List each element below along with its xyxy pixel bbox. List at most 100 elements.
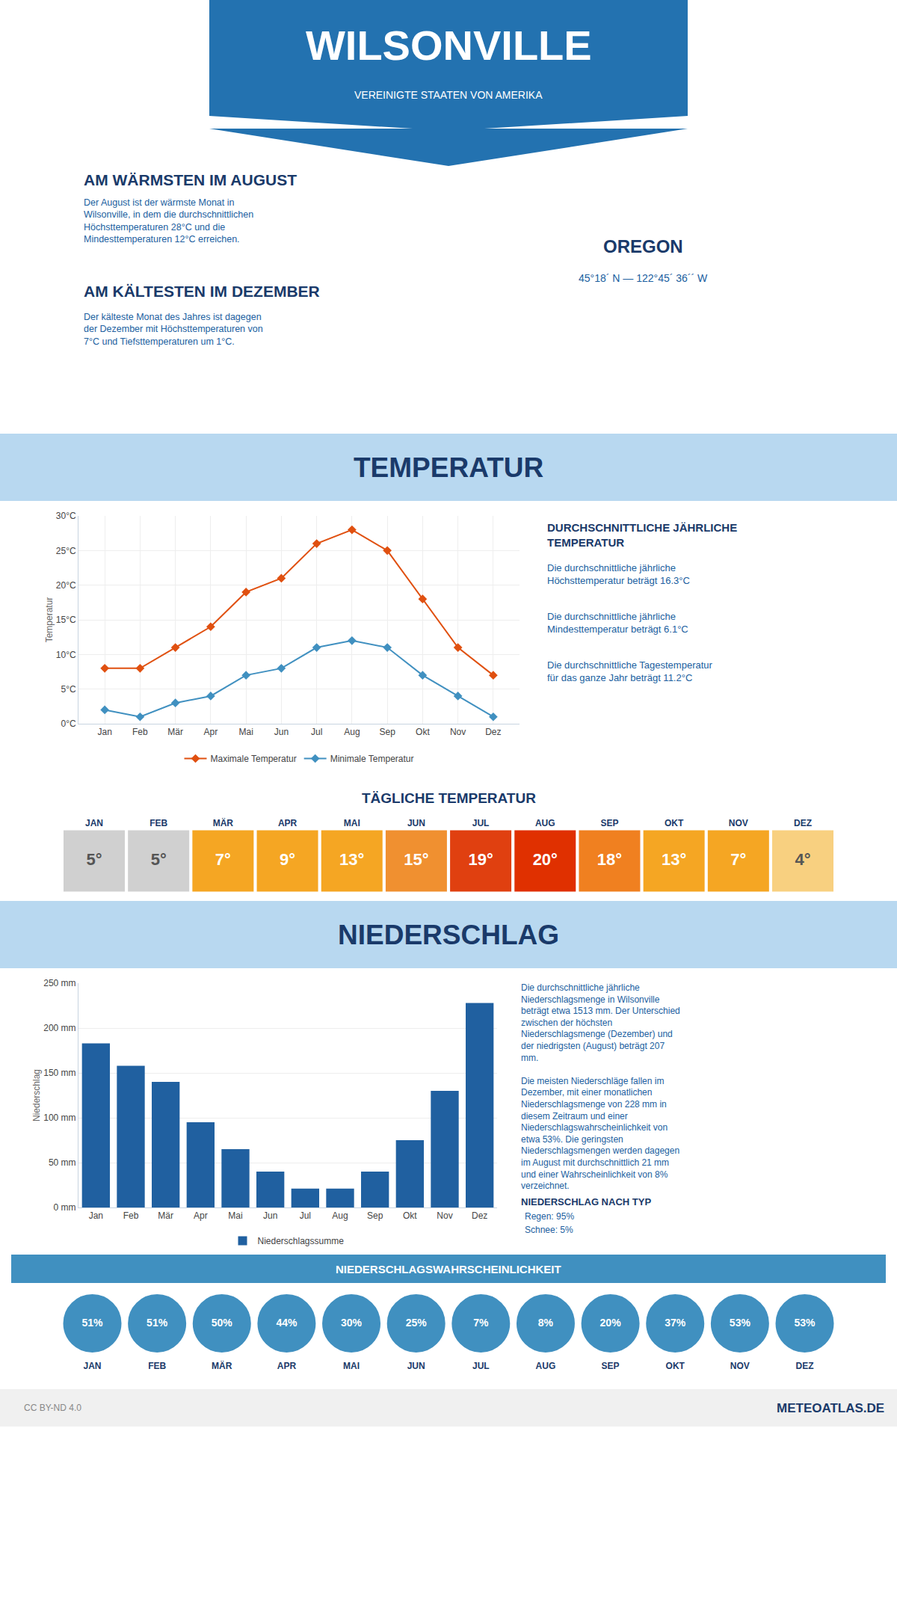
- svg-text:JAN: JAN: [82, 1360, 101, 1371]
- svg-text:Die durchschnittliche jährlich: Die durchschnittliche jährlicheMindestte…: [547, 610, 689, 635]
- svg-text:Die durchschnittliche jährlich: Die durchschnittliche jährlicheHöchsttem…: [547, 562, 690, 587]
- svg-text:51%: 51%: [146, 1316, 169, 1329]
- svg-text:MAI: MAI: [343, 817, 361, 829]
- svg-text:150 mm: 150 mm: [43, 1067, 76, 1078]
- svg-text:50 mm: 50 mm: [48, 1157, 77, 1168]
- svg-text:METEOATLAS.DE: METEOATLAS.DE: [776, 1400, 885, 1416]
- svg-text:NIEDERSCHLAGSWAHRSCHEINLICHKEI: NIEDERSCHLAGSWAHRSCHEINLICHKEIT: [335, 1262, 562, 1276]
- svg-text:NIEDERSCHLAG: NIEDERSCHLAG: [337, 919, 560, 951]
- svg-text:15°: 15°: [403, 849, 429, 869]
- svg-text:Jan: Jan: [97, 726, 112, 738]
- svg-text:DEZ: DEZ: [796, 1360, 815, 1371]
- svg-text:5°: 5°: [85, 849, 102, 869]
- svg-text:250 mm: 250 mm: [43, 977, 76, 989]
- svg-text:NOV: NOV: [730, 1360, 750, 1371]
- svg-text:51%: 51%: [81, 1316, 104, 1329]
- svg-text:AUG: AUG: [535, 817, 556, 829]
- svg-text:Aug: Aug: [343, 726, 360, 738]
- svg-text:7°: 7°: [215, 849, 231, 869]
- svg-text:30%: 30%: [340, 1316, 363, 1329]
- svg-text:Dez: Dez: [471, 1210, 488, 1221]
- svg-text:DURCHSCHNITTLICHE JÄHRLICHETEM: DURCHSCHNITTLICHE JÄHRLICHETEMPERATUR: [547, 521, 738, 549]
- svg-text:Apr: Apr: [204, 726, 219, 738]
- svg-text:Sep: Sep: [378, 726, 396, 738]
- svg-text:JUL: JUL: [472, 1360, 490, 1371]
- svg-text:CC BY-ND 4.0: CC BY-ND 4.0: [23, 1402, 82, 1413]
- svg-text:50%: 50%: [211, 1316, 234, 1329]
- svg-text:FEB: FEB: [149, 817, 168, 829]
- svg-text:Maximale Temperatur: Maximale Temperatur: [210, 753, 297, 764]
- svg-text:JUN: JUN: [407, 1360, 426, 1371]
- svg-text:100 mm: 100 mm: [43, 1112, 76, 1123]
- svg-text:5°: 5°: [150, 849, 167, 869]
- svg-text:Mai: Mai: [238, 726, 253, 738]
- svg-text:Nov: Nov: [436, 1210, 453, 1221]
- svg-text:53%: 53%: [729, 1316, 752, 1329]
- svg-text:Feb: Feb: [132, 726, 149, 738]
- svg-text:NIEDERSCHLAG NACH TYP: NIEDERSCHLAG NACH TYP: [521, 1196, 652, 1208]
- svg-text:53%: 53%: [793, 1316, 816, 1329]
- svg-text:7°: 7°: [730, 849, 747, 869]
- svg-text:37%: 37%: [664, 1316, 687, 1329]
- svg-text:MÄR: MÄR: [211, 1359, 233, 1371]
- svg-text:VEREINIGTE STAATEN VON AMERIKA: VEREINIGTE STAATEN VON AMERIKA: [354, 88, 543, 101]
- svg-text:Jul: Jul: [299, 1210, 311, 1221]
- svg-text:Der August ist der wärmste Mon: Der August ist der wärmste Monat inWilso…: [83, 197, 254, 245]
- svg-text:19°: 19°: [467, 849, 493, 869]
- svg-text:FEB: FEB: [148, 1360, 166, 1371]
- svg-text:Aug: Aug: [331, 1210, 348, 1221]
- svg-text:Dez: Dez: [485, 726, 501, 738]
- svg-text:WILSONVILLE: WILSONVILLE: [305, 21, 593, 69]
- svg-text:JUL: JUL: [472, 817, 490, 829]
- svg-text:5°C: 5°C: [60, 683, 76, 695]
- svg-text:10°C: 10°C: [56, 649, 77, 661]
- svg-text:Jan: Jan: [88, 1210, 104, 1221]
- svg-text:9°: 9°: [279, 849, 296, 869]
- svg-text:30°C: 30°C: [56, 510, 77, 522]
- svg-text:MAI: MAI: [343, 1360, 360, 1371]
- svg-text:45°18´ N — 122°45´ 36´´ W: 45°18´ N — 122°45´ 36´´ W: [578, 272, 708, 285]
- svg-text:Niederschlagssumme: Niederschlagssumme: [257, 1235, 345, 1247]
- svg-text:TEMPERATUR: TEMPERATUR: [353, 452, 544, 483]
- svg-text:AM WÄRMSTEN IM AUGUST: AM WÄRMSTEN IM AUGUST: [83, 171, 297, 189]
- svg-text:8%: 8%: [538, 1316, 554, 1329]
- svg-text:Niederschlag: Niederschlag: [31, 1068, 42, 1122]
- svg-text:13°: 13°: [661, 849, 687, 869]
- svg-text:Okt: Okt: [402, 1210, 418, 1221]
- svg-text:OKT: OKT: [664, 817, 684, 829]
- svg-text:44%: 44%: [275, 1316, 298, 1329]
- svg-text:20°C: 20°C: [56, 580, 77, 591]
- svg-text:200 mm: 200 mm: [43, 1022, 76, 1034]
- svg-text:18°: 18°: [597, 849, 622, 869]
- svg-text:0°C: 0°C: [60, 718, 76, 729]
- svg-text:SEP: SEP: [601, 1360, 620, 1371]
- svg-text:Feb: Feb: [123, 1210, 140, 1221]
- svg-text:Die durchschnittliche Tagestem: Die durchschnittliche Tagestemperaturfür…: [547, 659, 714, 684]
- svg-text:APR: APR: [277, 1360, 297, 1371]
- svg-text:Jun: Jun: [274, 726, 289, 738]
- svg-text:Jul: Jul: [310, 726, 323, 738]
- svg-text:7%: 7%: [473, 1316, 489, 1329]
- svg-text:OREGON: OREGON: [603, 236, 684, 257]
- svg-text:AUG: AUG: [535, 1360, 557, 1371]
- svg-text:Die durchschnittliche jährlich: Die durchschnittliche jährlicheNiedersch…: [521, 982, 681, 1191]
- svg-text:OKT: OKT: [666, 1360, 686, 1371]
- svg-text:NOV: NOV: [728, 817, 749, 829]
- svg-text:MÄR: MÄR: [213, 817, 234, 829]
- svg-text:20°: 20°: [532, 849, 558, 869]
- svg-text:Okt: Okt: [415, 726, 430, 738]
- svg-text:Der kälteste Monat des Jahres: Der kälteste Monat des Jahres ist dagege…: [83, 311, 264, 347]
- svg-text:Jun: Jun: [263, 1210, 278, 1221]
- svg-text:TÄGLICHE TEMPERATUR: TÄGLICHE TEMPERATUR: [361, 790, 536, 806]
- svg-text:SEP: SEP: [600, 817, 619, 829]
- svg-text:25°C: 25°C: [56, 545, 77, 557]
- svg-text:Nov: Nov: [449, 726, 466, 738]
- svg-text:Mär: Mär: [157, 1210, 174, 1221]
- svg-text:Minimale Temperatur: Minimale Temperatur: [330, 753, 415, 764]
- svg-text:DEZ: DEZ: [793, 817, 812, 829]
- svg-text:20%: 20%: [600, 1316, 622, 1329]
- svg-text:Apr: Apr: [193, 1210, 208, 1221]
- svg-text:Mai: Mai: [227, 1210, 243, 1221]
- svg-text:25%: 25%: [405, 1316, 428, 1329]
- svg-text:JAN: JAN: [85, 817, 104, 829]
